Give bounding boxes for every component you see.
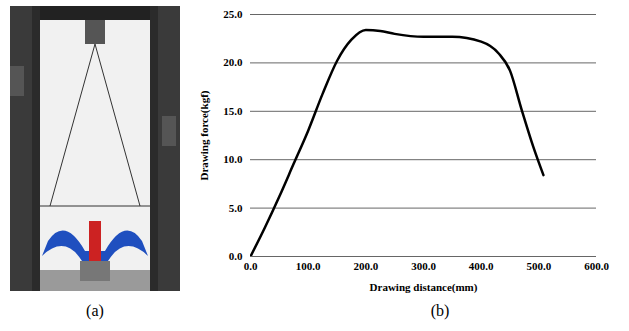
svg-text:0.0: 0.0 (229, 250, 243, 262)
svg-text:20.0: 20.0 (223, 56, 243, 68)
svg-text:5.0: 5.0 (229, 202, 243, 214)
svg-text:200.0: 200.0 (353, 260, 378, 272)
svg-text:Drawing distance(mm): Drawing distance(mm) (370, 281, 478, 294)
svg-text:300.0: 300.0 (411, 260, 436, 272)
svg-text:500.0: 500.0 (526, 260, 551, 272)
html-text:(a): (a) (86, 302, 104, 319)
svg-text:400.0: 400.0 (469, 260, 494, 272)
svg-text:100.0: 100.0 (296, 260, 321, 272)
svg-text:600.0: 600.0 (584, 260, 609, 272)
svg-text:10.0: 10.0 (223, 153, 243, 165)
svg-text:25.0: 25.0 (223, 8, 243, 20)
svg-text:0.0: 0.0 (244, 260, 258, 272)
svg-text:15.0: 15.0 (223, 105, 243, 117)
html-text:(b): (b) (430, 302, 450, 319)
svg-text:Drawing force(kgf): Drawing force(kgf) (198, 90, 211, 180)
